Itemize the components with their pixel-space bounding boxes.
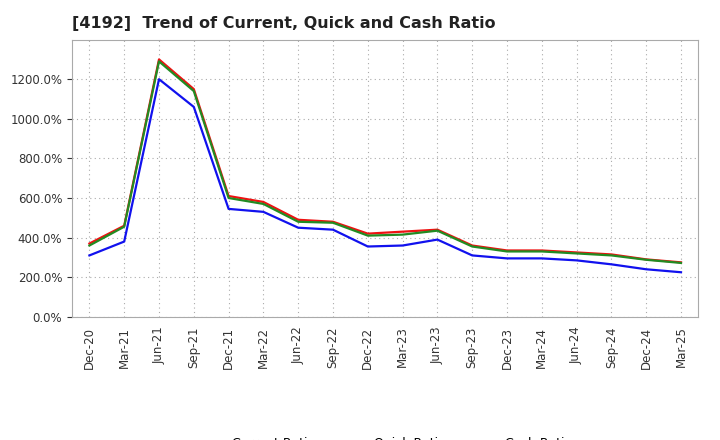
Line: Quick Ratio: Quick Ratio [89, 61, 681, 263]
Cash Ratio [572, 258, 581, 263]
Current Ratio [85, 241, 94, 246]
Quick Ratio [189, 88, 198, 94]
Cash Ratio [85, 253, 94, 258]
Legend: Current Ratio, Quick Ratio, Cash Ratio: Current Ratio, Quick Ratio, Cash Ratio [194, 432, 577, 440]
Current Ratio [120, 223, 129, 228]
Current Ratio [155, 57, 163, 62]
Quick Ratio [294, 219, 302, 224]
Current Ratio [259, 199, 268, 205]
Cash Ratio [328, 227, 337, 232]
Quick Ratio [155, 59, 163, 64]
Current Ratio [607, 252, 616, 257]
Quick Ratio [537, 249, 546, 254]
Current Ratio [677, 260, 685, 265]
Text: [4192]  Trend of Current, Quick and Cash Ratio: [4192] Trend of Current, Quick and Cash … [72, 16, 495, 32]
Quick Ratio [364, 233, 372, 238]
Cash Ratio [294, 225, 302, 230]
Cash Ratio [120, 239, 129, 244]
Quick Ratio [503, 249, 511, 254]
Quick Ratio [642, 257, 651, 262]
Current Ratio [642, 257, 651, 262]
Quick Ratio [677, 260, 685, 266]
Cash Ratio [155, 77, 163, 82]
Current Ratio [189, 86, 198, 92]
Quick Ratio [468, 244, 477, 249]
Cash Ratio [607, 262, 616, 267]
Cash Ratio [642, 267, 651, 272]
Cash Ratio [677, 270, 685, 275]
Quick Ratio [433, 228, 442, 233]
Cash Ratio [468, 253, 477, 258]
Cash Ratio [364, 244, 372, 249]
Cash Ratio [259, 209, 268, 214]
Current Ratio [364, 231, 372, 236]
Current Ratio [503, 248, 511, 253]
Quick Ratio [607, 253, 616, 258]
Cash Ratio [537, 256, 546, 261]
Current Ratio [468, 243, 477, 248]
Quick Ratio [85, 243, 94, 248]
Cash Ratio [225, 206, 233, 212]
Current Ratio [572, 250, 581, 255]
Cash Ratio [503, 256, 511, 261]
Current Ratio [433, 227, 442, 232]
Line: Current Ratio: Current Ratio [89, 59, 681, 262]
Cash Ratio [189, 104, 198, 110]
Current Ratio [328, 219, 337, 224]
Current Ratio [294, 217, 302, 222]
Cash Ratio [433, 237, 442, 242]
Quick Ratio [120, 224, 129, 229]
Current Ratio [225, 193, 233, 198]
Line: Cash Ratio: Cash Ratio [89, 79, 681, 272]
Cash Ratio [398, 243, 407, 248]
Current Ratio [398, 229, 407, 234]
Quick Ratio [225, 195, 233, 201]
Quick Ratio [398, 232, 407, 237]
Quick Ratio [572, 251, 581, 256]
Quick Ratio [259, 201, 268, 206]
Current Ratio [537, 248, 546, 253]
Quick Ratio [328, 220, 337, 225]
